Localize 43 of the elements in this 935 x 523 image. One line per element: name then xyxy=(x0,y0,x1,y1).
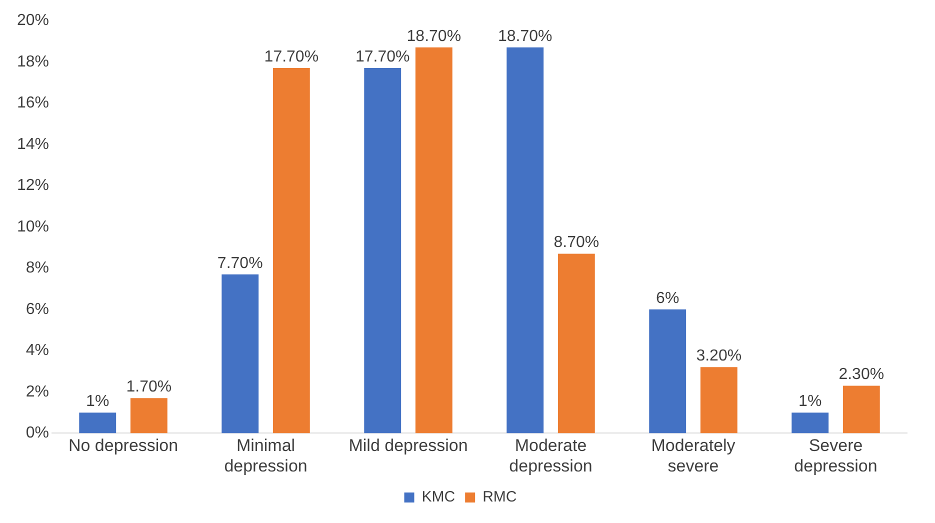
data-label: 17.70% xyxy=(264,48,319,66)
y-tick-label: 10% xyxy=(16,218,50,236)
data-label: 18.70% xyxy=(406,28,462,45)
data-label: 1% xyxy=(798,392,822,410)
data-label: 7.70% xyxy=(217,254,263,272)
data-label: 17.70% xyxy=(355,48,410,66)
data-label: 18.70% xyxy=(498,28,552,45)
bar xyxy=(130,398,168,434)
y-tick-label: 16% xyxy=(16,94,50,112)
x-tick-label: Mild depression xyxy=(348,436,468,456)
y-tick-label: 6% xyxy=(26,300,50,318)
data-label: 2.30% xyxy=(838,366,884,384)
y-tick-label: 2% xyxy=(26,383,50,400)
data-label: 3.20% xyxy=(696,348,742,365)
bar xyxy=(272,68,310,434)
y-tick-label: 18% xyxy=(16,53,50,70)
y-tick-label: 4% xyxy=(26,342,50,360)
bar xyxy=(792,412,829,434)
bar xyxy=(558,254,595,434)
data-label: 1.70% xyxy=(126,378,172,396)
bar xyxy=(842,386,880,434)
bar xyxy=(364,68,402,434)
legend-label: KMC xyxy=(422,488,456,506)
y-tick-label: 8% xyxy=(26,260,50,277)
bar xyxy=(506,47,544,434)
y-tick-label: 0% xyxy=(26,424,50,442)
x-tick-label: Moderately severe xyxy=(651,436,736,476)
x-tick-label: No depression xyxy=(68,436,178,456)
y-tick-label: 12% xyxy=(16,177,50,194)
bar xyxy=(649,309,686,434)
data-label: 1% xyxy=(86,392,110,410)
bar xyxy=(79,412,116,434)
x-tick-label: Moderate depression xyxy=(509,436,592,476)
bar xyxy=(222,274,259,434)
bar xyxy=(700,367,738,434)
legend-label: RMC xyxy=(482,488,517,506)
x-tick-label: Minimal depression xyxy=(224,436,308,476)
bar xyxy=(415,47,452,434)
data-label: 6% xyxy=(656,290,680,307)
y-tick-label: 20% xyxy=(16,12,50,30)
x-tick-label: Severe depression xyxy=(794,436,878,476)
y-tick-label: 14% xyxy=(16,136,50,153)
data-label: 8.70% xyxy=(554,234,600,252)
